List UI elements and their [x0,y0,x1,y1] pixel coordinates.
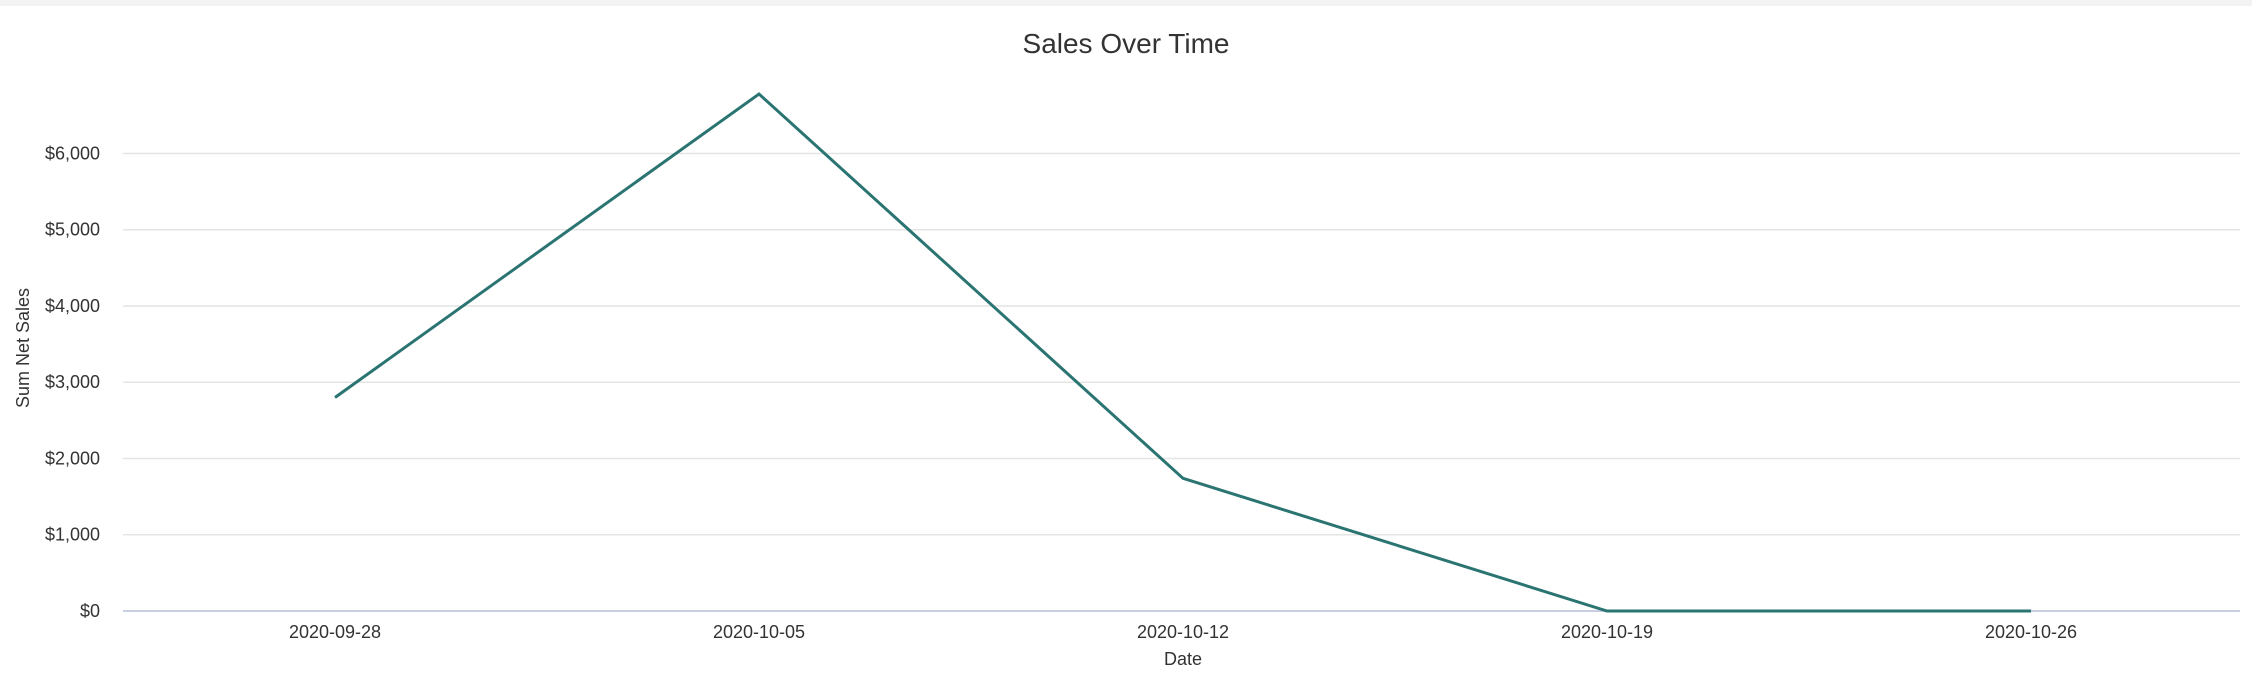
y-tick-label: $0 [80,601,100,621]
x-axis-label: Date [1164,649,1202,669]
data-point[interactable] [753,88,765,100]
x-tick-label: 2020-10-19 [1561,622,1653,642]
x-tick-label: 2020-10-05 [713,622,805,642]
data-point[interactable] [1177,472,1189,484]
y-axis-label: Sum Net Sales [13,288,33,408]
y-tick-label: $6,000 [45,143,100,163]
data-point[interactable] [329,391,341,403]
y-tick-label: $4,000 [45,296,100,316]
y-axis-ticks: $0 $1,000 $2,000 $3,000 $4,000 $5,000 $6,000 [45,143,100,621]
gridlines [123,152,2240,612]
y-tick-label: $2,000 [45,448,100,468]
x-tick-label: 2020-10-26 [1985,622,2077,642]
series-line [334,92,2031,613]
y-tick-label: $3,000 [45,372,100,392]
data-point[interactable] [1601,605,1613,617]
x-tick-label: 2020-10-12 [1137,622,1229,642]
x-axis-ticks: 2020-09-28 2020-10-05 2020-10-12 2020-10-19… [289,622,2077,642]
y-tick-label: $5,000 [45,220,100,240]
chart-title: Sales Over Time [1023,28,1230,59]
top-strip [0,0,2252,6]
x-tick-label: 2020-09-28 [289,622,381,642]
series-group [329,88,2037,617]
data-point[interactable] [2025,605,2037,617]
y-tick-label: $1,000 [45,525,100,545]
